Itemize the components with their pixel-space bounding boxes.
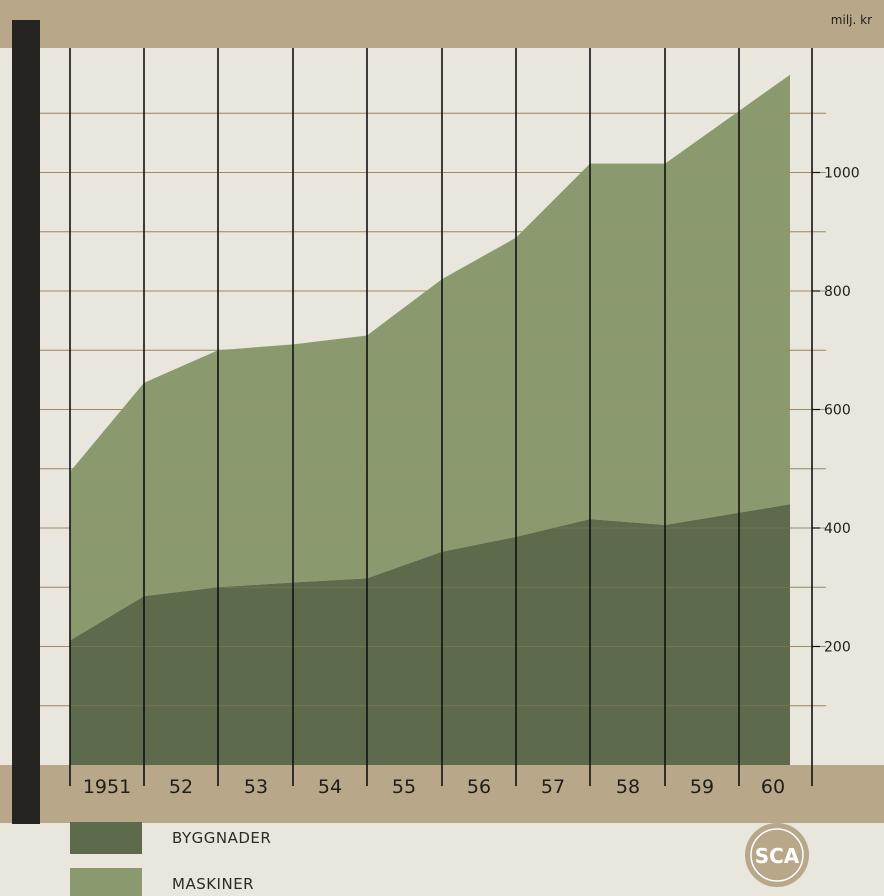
y-tick-label: 400: [824, 521, 851, 537]
y-tick-label: 800: [824, 284, 851, 300]
left-spine-bar: [12, 20, 40, 824]
x-axis-ticks: 1951 52 53 54 55 56 57 58 59 60: [83, 776, 785, 798]
stacked-areas: [70, 74, 790, 765]
horizontal-gridlines-overlay: [40, 112, 826, 707]
top-band: [0, 0, 884, 48]
logo-text: SCA: [755, 844, 800, 868]
x-tick-label: 54: [318, 776, 342, 798]
x-tick-label: 59: [690, 776, 714, 798]
series-byggnader-area: [70, 504, 790, 765]
x-tick-label: 57: [541, 776, 565, 798]
x-tick-label: 52: [169, 776, 193, 798]
vertical-gridlines: [69, 48, 813, 786]
x-tick-label: 58: [616, 776, 640, 798]
series-maskiner-area: [70, 74, 790, 641]
y-axis-ticks: 200 400 600 800 1000: [812, 166, 860, 656]
x-tick-label: 53: [244, 776, 268, 798]
x-tick-label: 56: [467, 776, 491, 798]
y-tick-label: 600: [824, 403, 851, 419]
x-tick-label: 55: [392, 776, 416, 798]
logo-inner-ring: [750, 828, 804, 882]
legend-label: MASKINER: [172, 875, 254, 893]
legend-swatch: [70, 822, 142, 854]
y-tick-label: 1000: [824, 166, 860, 182]
logo-ring: [745, 823, 809, 887]
legend-swatch: [70, 868, 142, 896]
legend-label: BYGGNADER: [172, 829, 271, 847]
sca-logo: SCA: [745, 823, 809, 887]
legend: BYGGNADER MASKINER: [70, 822, 271, 896]
x-tick-label: 60: [761, 776, 785, 798]
unit-label: milj. kr: [831, 13, 872, 27]
y-tick-label: 200: [824, 640, 851, 656]
x-tick-label: 1951: [83, 776, 131, 798]
